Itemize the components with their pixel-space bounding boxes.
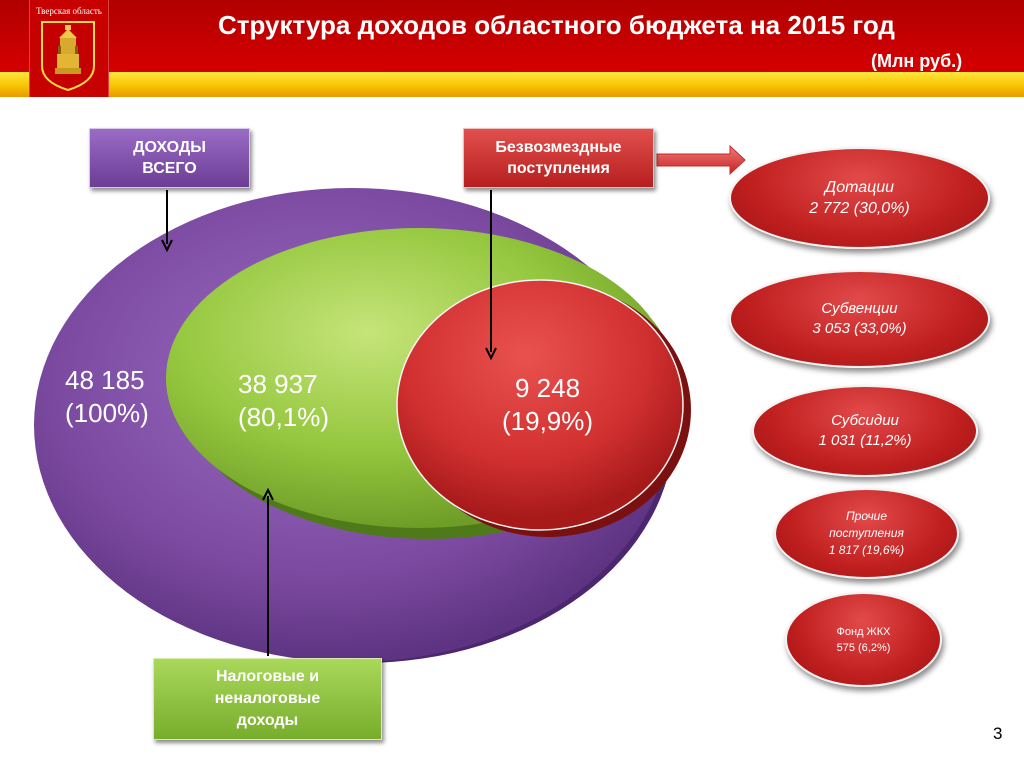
header-band: Тверская область Структура доходов облас…	[0, 0, 1024, 97]
region-emblem: Тверская область	[29, 0, 109, 97]
total-percent: (100%)	[65, 398, 149, 428]
tax-value: 38 937	[238, 369, 318, 399]
breakdown-item-subventions: Субвенции 3 053 (33,0%)	[729, 270, 990, 368]
page-number: 3	[993, 724, 1003, 743]
breakdown-item-value: 2 772 (30,0%)	[809, 200, 910, 217]
breakdown-item-name: Субвенции	[821, 300, 898, 317]
gratis-revenue-circle	[396, 279, 691, 537]
breakdown-item-value: 575 (6,2%)	[836, 641, 891, 654]
gratis-revenue-callout-text: Безвозмездные поступления	[495, 139, 622, 177]
tax-revenue-callout: Налоговые и неналоговые доходы	[153, 658, 382, 740]
total-revenue-callout: ДОХОДЫ ВСЕГО	[89, 128, 250, 188]
gratis-value-label: 9 248 (19,9%)	[502, 372, 593, 438]
coat-of-arms-icon	[41, 21, 95, 92]
breakdown-item-value: 3 053 (33,0%)	[812, 320, 907, 337]
gratis-value: 9 248	[514, 373, 581, 403]
page-title: Структура доходов областного бюджета на …	[218, 10, 895, 40]
breakdown-arrow-icon	[656, 144, 746, 176]
total-revenue-callout-text: ДОХОДЫ ВСЕГО	[133, 139, 206, 177]
breakdown-item-value: 1 031 (11,2%)	[818, 432, 912, 449]
emblem-caption: Тверская область	[36, 6, 102, 16]
breakdown-item-name: Прочие	[845, 509, 888, 523]
breakdown-item-name: Дотации	[824, 179, 895, 196]
arrow-total	[161, 190, 173, 253]
gratis-revenue-callout: Безвозмездные поступления	[463, 128, 654, 188]
unit-label: (Млн руб.)	[871, 51, 963, 71]
breakdown-item-housing-fund: Фонд ЖКХ 575 (6,2%)	[785, 592, 942, 687]
arrow-gratis	[485, 190, 497, 361]
breakdown-item-subsidies: Субсидии 1 031 (11,2%)	[752, 385, 978, 477]
header-yellow-stripe	[0, 72, 1024, 97]
tax-revenue-callout-text: Налоговые и неналоговые доходы	[214, 668, 321, 729]
breakdown-item-name-line2: поступления	[829, 526, 904, 540]
breakdown-item-dotations: Дотации 2 772 (30,0%)	[729, 147, 990, 249]
arrow-tax	[262, 487, 274, 656]
tax-value-label: 38 937 (80,1%)	[238, 368, 329, 434]
breakdown-item-name: Фонд ЖКХ	[836, 625, 891, 638]
gratis-percent: (19,9%)	[502, 406, 594, 436]
total-value-label: 48 185 (100%)	[65, 364, 149, 430]
total-value: 48 185	[65, 365, 145, 395]
breakdown-item-name: Субсидии	[831, 412, 899, 429]
tax-percent: (80,1%)	[238, 402, 330, 432]
breakdown-item-other: Прочие поступления 1 817 (19,6%)	[774, 488, 959, 579]
breakdown-item-value: 1 817 (19,6%)	[828, 543, 905, 557]
